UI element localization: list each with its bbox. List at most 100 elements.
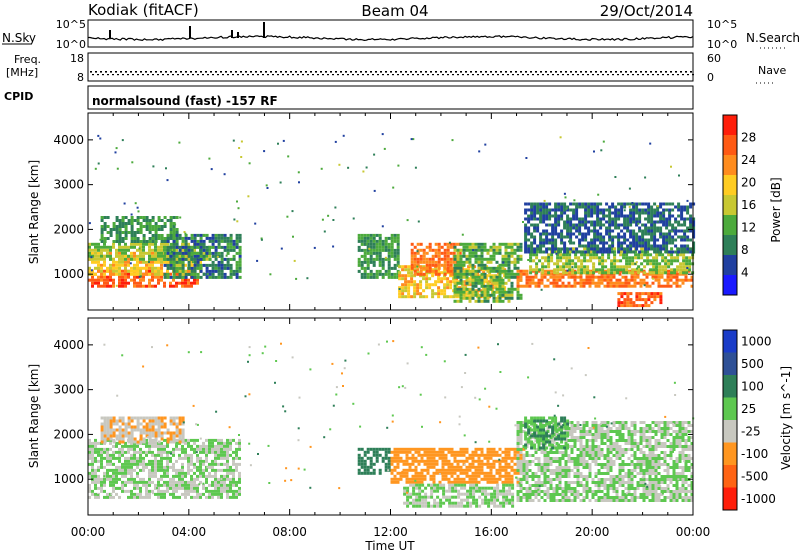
data-cell	[524, 247, 528, 251]
freq-point	[115, 71, 117, 73]
data-cell	[169, 263, 173, 267]
data-cell	[483, 296, 487, 300]
data-cell	[169, 422, 173, 426]
data-cell	[381, 263, 385, 267]
data-cell	[664, 271, 668, 275]
data-cell	[414, 471, 418, 475]
data-cell	[486, 290, 490, 294]
data-cell	[653, 244, 657, 248]
data-cell	[181, 245, 185, 249]
data-cell	[491, 274, 495, 278]
nave-point	[522, 74, 524, 76]
data-cell	[632, 229, 636, 233]
data-cell	[584, 202, 588, 206]
data-cell	[440, 263, 444, 267]
data-cell	[124, 275, 127, 279]
data-cell	[118, 237, 122, 240]
data-cell	[115, 422, 119, 426]
freq-point	[665, 71, 667, 73]
data-cell	[378, 447, 382, 451]
data-cell	[121, 428, 125, 432]
data-cell	[232, 483, 235, 487]
data-cell	[217, 272, 221, 276]
data-cell	[133, 275, 136, 279]
data-cell	[142, 219, 146, 222]
scatter-point	[97, 162, 100, 165]
data-cell	[109, 245, 112, 249]
data-cell	[581, 238, 585, 242]
data-cell	[181, 486, 184, 490]
data-cell	[434, 269, 438, 273]
data-cell	[591, 281, 595, 285]
data-cell	[420, 474, 424, 478]
data-cell	[390, 468, 394, 472]
data-cell	[127, 465, 130, 469]
scatter-point	[555, 252, 558, 255]
data-cell	[387, 242, 391, 246]
data-cell	[160, 272, 163, 276]
data-cell	[637, 256, 641, 260]
data-cell	[157, 216, 161, 219]
data-cell	[524, 211, 528, 215]
data-cell	[154, 231, 158, 234]
data-cell	[175, 233, 179, 237]
data-cell	[650, 229, 654, 233]
data-cell	[625, 259, 629, 263]
data-cell	[626, 292, 630, 296]
data-cell	[494, 286, 498, 290]
data-cell	[369, 465, 373, 469]
data-cell	[94, 260, 97, 264]
data-cell	[178, 474, 181, 478]
data-cell	[178, 447, 181, 451]
colorbar-segment	[723, 135, 737, 155]
data-cell	[148, 474, 151, 478]
data-cell	[667, 262, 671, 266]
data-cell	[635, 247, 639, 251]
data-cell	[208, 462, 211, 466]
nave-point	[362, 74, 364, 76]
data-cell	[399, 459, 403, 463]
data-cell	[88, 495, 91, 499]
data-cell	[632, 217, 636, 221]
data-cell	[121, 284, 124, 288]
nave-point	[302, 74, 304, 76]
scatter-point	[416, 250, 419, 253]
y-tick-label: 3000	[53, 178, 84, 192]
data-cell	[464, 292, 468, 296]
data-cell	[91, 260, 94, 264]
data-cell	[184, 239, 188, 243]
data-cell	[456, 281, 460, 285]
data-cell	[632, 241, 636, 245]
data-cell	[166, 245, 170, 249]
scatter-point	[598, 202, 601, 205]
data-cell	[633, 284, 637, 288]
data-cell	[644, 304, 648, 308]
data-cell	[486, 257, 490, 261]
data-cell	[211, 459, 214, 463]
data-cell	[118, 468, 121, 472]
data-cell	[606, 284, 610, 288]
data-cell	[411, 456, 415, 460]
data-cell	[510, 245, 514, 249]
data-cell	[133, 242, 136, 246]
freq-point	[595, 71, 597, 73]
data-cell	[97, 474, 100, 478]
data-cell	[124, 471, 127, 475]
data-cell	[223, 263, 227, 267]
data-cell	[220, 486, 223, 490]
data-cell	[501, 287, 505, 291]
data-cell	[166, 233, 170, 237]
data-cell	[175, 269, 179, 273]
scatter-point	[137, 210, 140, 213]
data-cell	[498, 290, 502, 294]
data-cell	[408, 465, 412, 469]
data-cell	[591, 275, 595, 279]
nave-point	[117, 74, 119, 76]
data-cell	[124, 422, 128, 426]
data-cell	[130, 492, 133, 496]
data-cell	[545, 208, 549, 212]
data-cell	[398, 271, 402, 275]
data-cell	[404, 289, 408, 293]
nave-point	[332, 74, 334, 76]
data-cell	[118, 456, 121, 460]
